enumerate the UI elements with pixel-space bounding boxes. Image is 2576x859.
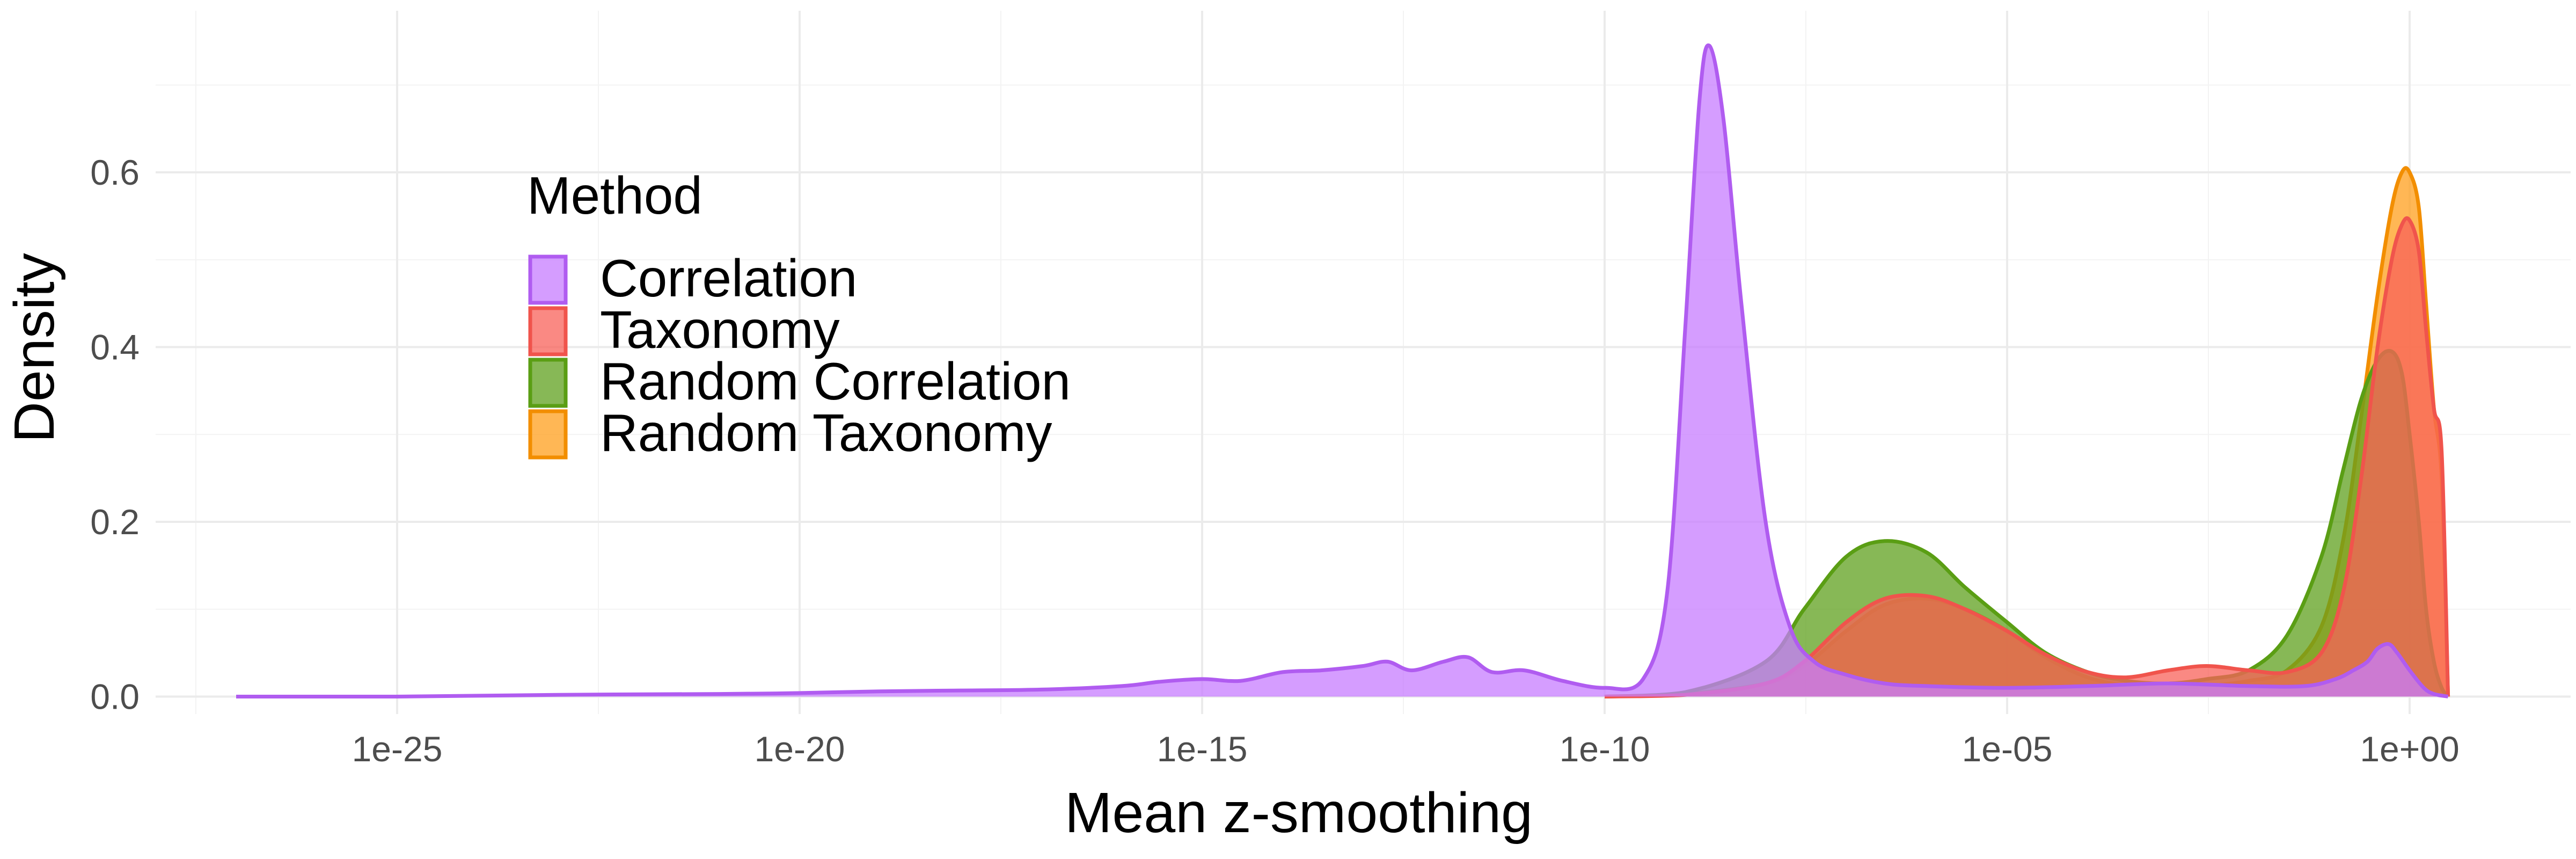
y-tick-label: 0.2 (90, 502, 140, 542)
legend-label-taxonomy: Taxonomy (600, 300, 840, 359)
density-line-correlation (236, 43, 2449, 699)
legend-label-random-taxonomy: Random Taxonomy (600, 403, 1052, 462)
legend-swatch-random-correlation (528, 358, 568, 408)
y-tick-label: 0.0 (90, 676, 140, 716)
x-tick-label: 1e-20 (755, 729, 845, 769)
x-axis-title: Mean z-smoothing (1065, 781, 1533, 845)
x-tick-label: 1e-10 (1560, 729, 1650, 769)
density-area-random-correlation (1605, 351, 2448, 697)
y-tick-label: 0.4 (90, 327, 140, 367)
y-tick-label: 0.6 (90, 152, 140, 192)
density-areas (236, 43, 2450, 699)
density-line-taxonomy (1604, 216, 2450, 698)
x-tick-label: 1e-05 (1962, 729, 2053, 769)
legend-swatch-random-taxonomy (528, 409, 568, 460)
x-tick-label: 1e-25 (352, 729, 443, 769)
density-area-taxonomy (1605, 218, 2448, 697)
legend-title: Method (527, 166, 702, 225)
tick-labels: 1e-25 1e-20 1e-15 1e-10 1e-05 1e+00 0.0 0.2 0.4 0… (90, 152, 2459, 769)
legend-label-random-correlation: Random Correlation (600, 352, 1071, 411)
legend-swatch-correlation (528, 254, 568, 305)
y-axis-title: Density (3, 253, 66, 442)
legend-swatch-taxonomy (528, 306, 568, 356)
x-tick-label: 1e-15 (1157, 729, 1248, 769)
x-tick-label: 1e+00 (2360, 729, 2459, 769)
legend-label-correlation: Correlation (600, 249, 857, 308)
